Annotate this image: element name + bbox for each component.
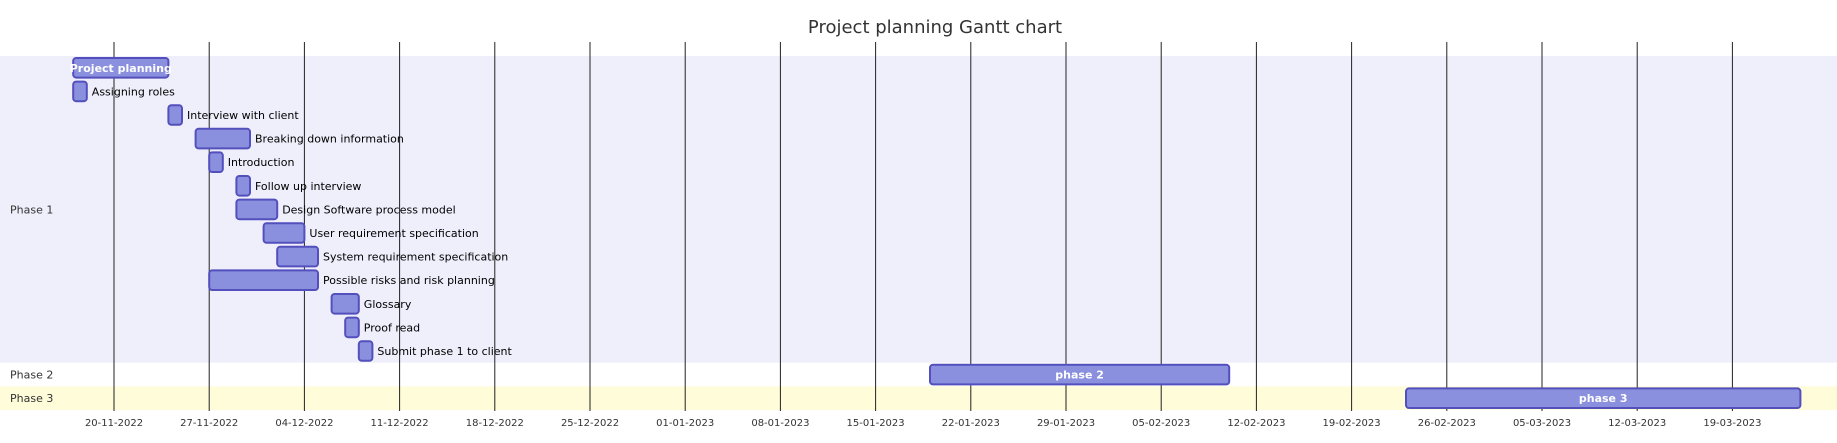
section-label: Phase 2 <box>10 369 53 382</box>
x-tick-label: 25-12-2022 <box>561 418 619 429</box>
task-labels: Project planning Assigning roles Interview… <box>70 62 1628 405</box>
x-tick-label: 04-12-2022 <box>275 418 333 429</box>
task-label: Interview with client <box>187 109 299 122</box>
x-tick-label: 01-01-2023 <box>656 418 714 429</box>
task-bar <box>1405 387 1802 409</box>
task-bar <box>344 316 360 339</box>
x-tick-label: 27-11-2022 <box>180 418 238 429</box>
task-label: Introduction <box>228 156 295 169</box>
task-label: Follow up interview <box>255 180 361 193</box>
section-band <box>0 56 1837 363</box>
section-label: Phase 3 <box>10 392 53 405</box>
x-tick-label: 08-01-2023 <box>751 418 809 429</box>
task-label: Project planning <box>70 62 172 75</box>
x-tick-label: 19-03-2023 <box>1703 418 1761 429</box>
task-label: phase 2 <box>1055 369 1104 382</box>
x-tick-label: 19-02-2023 <box>1323 418 1381 429</box>
x-tick-label: 26-02-2023 <box>1418 418 1476 429</box>
section-labels: Phase 1 Phase 2 Phase 3 <box>10 203 53 405</box>
x-tick-label: 12-02-2023 <box>1227 418 1285 429</box>
x-tick-label: 20-11-2022 <box>85 418 143 429</box>
task-label: Design Software process model <box>282 203 455 216</box>
task-bar <box>929 363 1231 386</box>
section-band <box>0 386 1837 410</box>
task-label: Breaking down information <box>255 133 404 146</box>
task-label: phase 3 <box>1579 392 1628 405</box>
x-tick-label: 05-02-2023 <box>1132 418 1190 429</box>
task-label: User requirement specification <box>309 227 478 240</box>
task-bar <box>235 198 279 221</box>
section-label: Phase 1 <box>10 203 53 216</box>
task-bar <box>235 175 251 197</box>
task-label: Assigning roles <box>92 85 175 98</box>
task-bars <box>72 57 1802 409</box>
date-gridlines <box>113 42 1733 411</box>
task-label: Submit phase 1 to client <box>377 345 512 358</box>
task-bar <box>330 293 360 315</box>
task-label: System requirement specification <box>323 251 508 264</box>
task-bar <box>357 340 374 362</box>
task-bar <box>194 127 252 150</box>
task-bar <box>72 57 170 79</box>
x-tick-label: 12-03-2023 <box>1608 418 1666 429</box>
task-label: Glossary <box>364 298 412 311</box>
task-bar <box>72 80 88 103</box>
task-bar <box>208 151 224 173</box>
task-bar <box>262 222 306 244</box>
chart-title: Project planning Gantt chart <box>808 17 1062 38</box>
x-tick-label: 22-01-2023 <box>942 418 1000 429</box>
section-band <box>0 362 1837 387</box>
x-tick-label: 05-03-2023 <box>1513 418 1571 429</box>
x-tick-label: 11-12-2022 <box>371 418 429 429</box>
task-label: Possible risks and risk planning <box>323 274 495 287</box>
task-bar <box>208 269 319 291</box>
x-tick-label: 29-01-2023 <box>1037 418 1095 429</box>
task-bar <box>276 245 320 268</box>
task-bar <box>167 104 183 126</box>
x-axis-tick-labels: 20-11-2022 27-11-2022 04-12-2022 11-12-2022… <box>85 418 1762 429</box>
x-tick-label: 15-01-2023 <box>847 418 905 429</box>
x-tick-label: 18-12-2022 <box>466 418 524 429</box>
task-label: Proof read <box>364 321 420 334</box>
section-bands <box>0 56 1837 410</box>
